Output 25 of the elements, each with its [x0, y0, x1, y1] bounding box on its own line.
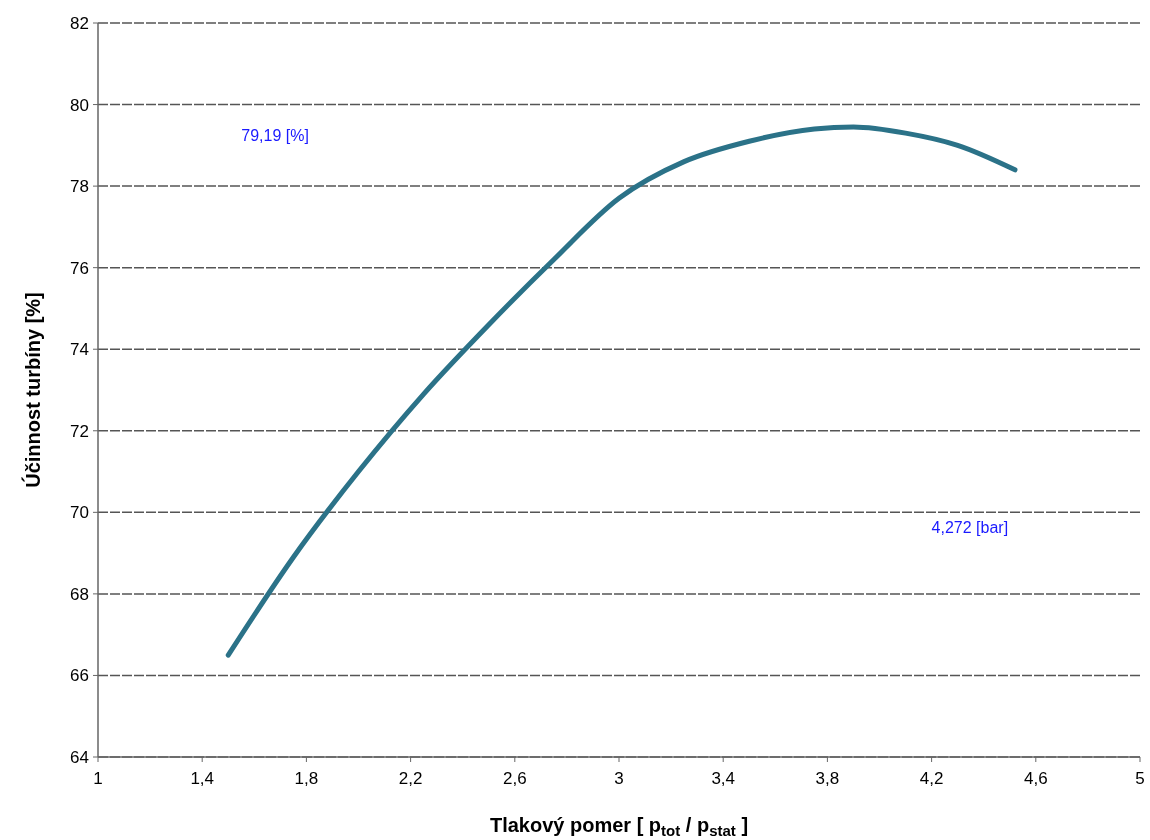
x-tick-label: 2,2 — [398, 769, 423, 788]
y-tick-label: 70 — [70, 503, 89, 523]
y-tick-label: 76 — [70, 258, 89, 278]
x-tick-label: 4,2 — [919, 769, 944, 788]
y-tick-label: 68 — [70, 584, 89, 604]
x-tick-label: 5 — [1135, 769, 1145, 788]
y-tick-label: 64 — [70, 748, 89, 767]
y-tick-label: 74 — [70, 340, 89, 360]
x-tick-label: 3,4 — [711, 769, 736, 788]
x-tick-label: 1 — [93, 769, 103, 788]
x-tick-label: 3,8 — [815, 769, 840, 788]
annotation: 4,272 [bar] — [931, 518, 1009, 536]
y-tick-label: 66 — [70, 666, 89, 686]
y-tick-label: 82 — [70, 14, 89, 33]
x-tick-label: 2,6 — [502, 769, 527, 788]
y-tick-label: 80 — [70, 95, 89, 115]
annotation: 79,19 [%] — [241, 127, 309, 145]
x-tick-label: 1,8 — [294, 769, 319, 788]
x-tick-label: 3 — [614, 769, 624, 788]
y-axis-title: Účinnost turbíny [%] — [21, 292, 44, 488]
x-tick-label: 4,6 — [1023, 769, 1048, 788]
x-tick-label: 1,4 — [190, 769, 215, 788]
y-tick-label: 78 — [70, 177, 89, 197]
y-tick-label: 72 — [70, 421, 89, 441]
x-axis-title: Tlakový pomer [ p$_{tot}$ / p$_{stat}$ ] — [489, 814, 749, 839]
